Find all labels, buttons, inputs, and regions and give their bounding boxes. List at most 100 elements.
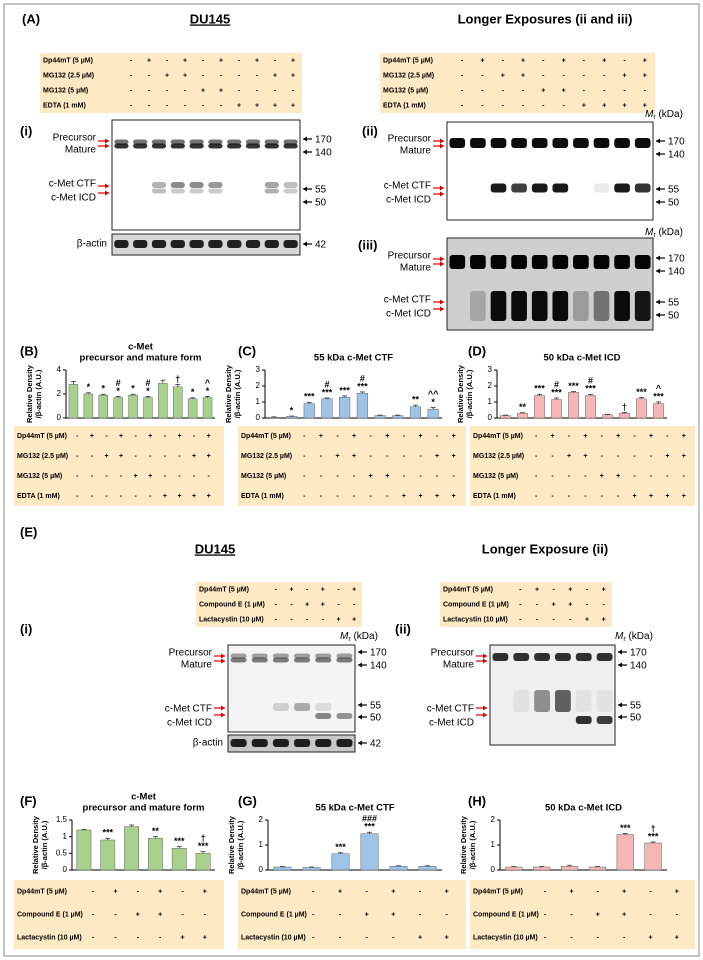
condition-sign: - — [202, 102, 205, 109]
mr-label: Mr (kDa) — [615, 631, 653, 643]
significance-label: † — [201, 833, 206, 843]
condition-sign: - — [130, 57, 133, 64]
condition-sign: + — [336, 616, 340, 623]
y-tick-label: 0.5 — [56, 848, 68, 857]
mr-symbol: M — [645, 227, 654, 238]
condition-sign: - — [303, 453, 306, 460]
band — [294, 653, 311, 659]
band-label: c-Met ICD — [51, 193, 96, 204]
condition-sign: - — [312, 911, 315, 918]
condition-sign: + — [352, 616, 356, 623]
bar — [500, 415, 511, 419]
arrow-head — [656, 138, 660, 144]
band — [264, 182, 279, 188]
significance-label: *** — [551, 387, 562, 397]
y-tick-label: 2 — [256, 381, 261, 390]
condition-sign: - — [586, 601, 589, 608]
significance-label: # — [116, 378, 121, 388]
arrow-head — [656, 299, 660, 305]
bar — [148, 838, 163, 871]
condition-sign: + — [602, 586, 606, 593]
condition-sign: - — [339, 911, 342, 918]
condition-sign: + — [305, 601, 309, 608]
condition-sign: + — [675, 934, 679, 941]
condition-sign: - — [353, 601, 356, 608]
condition-sign: - — [502, 102, 505, 109]
significance-label: † — [622, 402, 627, 412]
bar — [374, 415, 386, 419]
panel-title: DU145 — [190, 11, 230, 26]
y-axis-label: Relative Density — [459, 815, 468, 874]
mr-sub: r — [653, 114, 656, 121]
significance-label: *** — [364, 822, 375, 832]
condition-sign: + — [541, 87, 545, 94]
condition-sign: - — [502, 57, 505, 64]
condition-sign: + — [273, 102, 277, 109]
condition-label: MG132 (2.5 µM) — [473, 453, 524, 460]
condition-sign: + — [535, 586, 539, 593]
condition-sign: - — [148, 87, 151, 94]
figure-border — [3, 3, 700, 957]
condition-sign: + — [385, 473, 389, 480]
arrow-head — [440, 256, 444, 262]
condition-sign: + — [391, 911, 395, 918]
band — [552, 291, 569, 321]
significance-label: * — [116, 386, 120, 396]
band — [614, 291, 630, 321]
condition-sign: + — [147, 57, 151, 64]
condition-label: EDTA (1 mM) — [383, 102, 426, 109]
condition-sign: - — [542, 72, 545, 79]
condition-sign: - — [597, 934, 600, 941]
band-label: c-Met CTF — [49, 179, 96, 190]
panel-title: Longer Exposures (ii and iii) — [458, 11, 633, 26]
band — [492, 653, 509, 661]
band-label: Precursor — [388, 134, 432, 145]
condition-sign: - — [238, 72, 241, 79]
y-tick-label: 1 — [256, 397, 261, 406]
band — [294, 657, 311, 663]
condition-sign: - — [159, 934, 162, 941]
condition-sign: + — [369, 473, 373, 480]
condition-sign: - — [290, 616, 293, 623]
band — [264, 143, 279, 149]
significance-label: *** — [335, 842, 346, 852]
arrow-head — [618, 649, 622, 655]
bar — [588, 866, 607, 871]
chart-title: 55 kDa c-Met CTF — [314, 353, 393, 364]
band-label: Mature — [443, 660, 475, 671]
mr-symbol: M — [645, 109, 654, 120]
marker-label: 42 — [370, 739, 382, 750]
arrow-head — [303, 136, 307, 142]
bar — [128, 394, 138, 419]
condition-sign: - — [92, 934, 95, 941]
band — [552, 138, 569, 148]
condition-sign: + — [192, 493, 196, 500]
arrow-head — [483, 653, 487, 659]
panel-label: (G) — [238, 793, 257, 808]
bar — [158, 382, 168, 419]
condition-sign: - — [403, 433, 406, 440]
condition-sign: - — [238, 57, 241, 64]
y-tick-label: 2 — [488, 381, 493, 390]
band — [634, 183, 651, 193]
condition-sign: + — [452, 493, 456, 500]
condition-sign: - — [603, 87, 606, 94]
condition-sign: - — [536, 601, 539, 608]
condition-sign: + — [119, 433, 123, 440]
arrow-head — [656, 255, 660, 261]
condition-sign: - — [649, 888, 652, 895]
band — [531, 183, 548, 193]
arrow-head — [440, 185, 444, 191]
condition-sign: + — [622, 911, 626, 918]
band — [189, 139, 204, 145]
condition-label: Dp44mT (5 µM) — [383, 57, 433, 64]
arrow-head — [440, 299, 444, 305]
condition-sign: - — [419, 911, 422, 918]
significance-label: * — [146, 386, 150, 396]
arrow-head — [358, 714, 362, 720]
condition-label: Dp44mT (5 µM) — [17, 433, 67, 440]
condition-sign: + — [521, 72, 525, 79]
band-label: Mature — [400, 146, 432, 157]
band — [251, 657, 268, 663]
condition-sign: - — [256, 72, 259, 79]
